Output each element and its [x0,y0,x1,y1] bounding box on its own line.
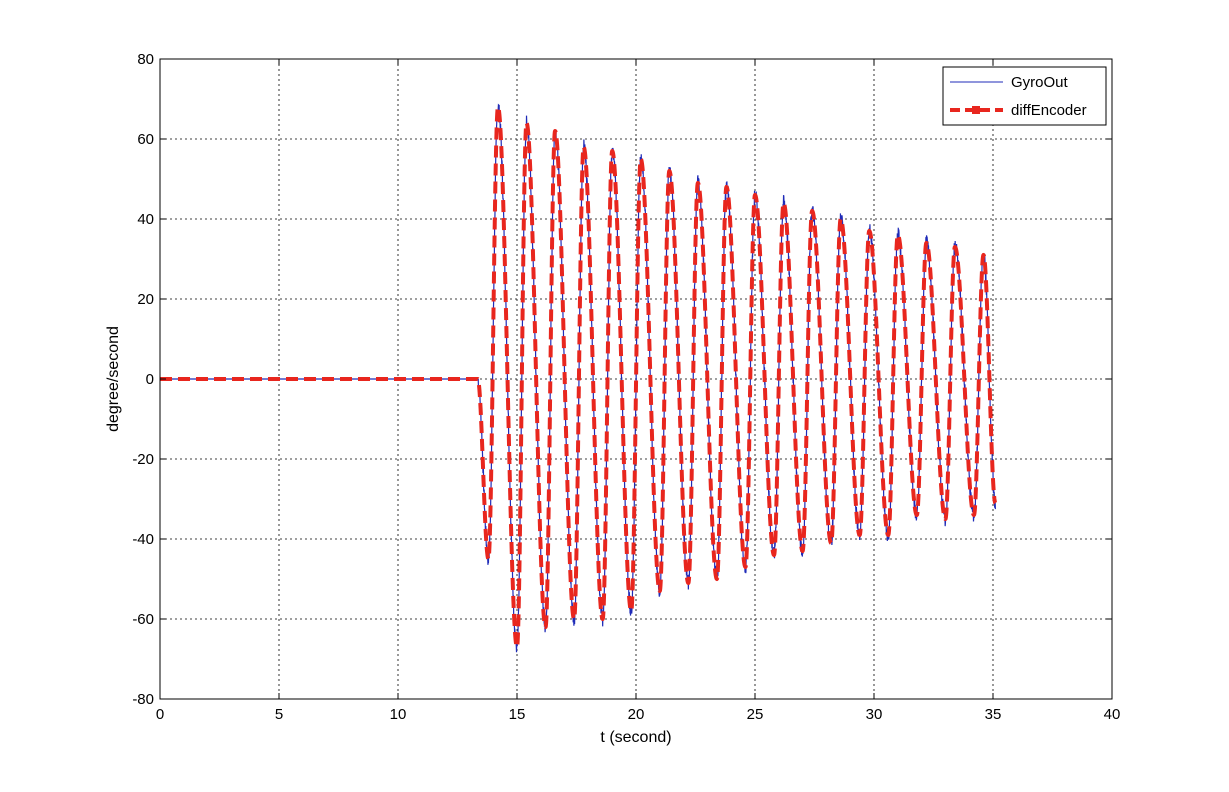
x-tick-label: 20 [628,706,645,723]
axes: 0 5 10 15 20 25 30 35 40 -80 -60 -40 -20 0 20 40 60 80 [132,51,1120,723]
x-tick-label: 10 [390,706,407,723]
y-tick-label: -80 [132,691,154,708]
x-tick-label: 35 [985,706,1002,723]
x-tick-label: 30 [866,706,883,723]
y-tick-label: -60 [132,611,154,628]
legend-box [942,66,1107,126]
y-tick-label: 80 [137,51,154,68]
y-tick-label: -40 [132,531,154,548]
y-tick-label: 40 [137,211,154,228]
series-layer [158,103,998,653]
x-tick-label: 0 [156,706,164,723]
y-tick-label: 20 [137,291,154,308]
x-tick-label: 40 [1104,706,1121,723]
x-tick-label: 15 [509,706,526,723]
y-axis-label: degree/second [105,326,122,432]
legend-label-diffencoder: diffEncoder [1011,102,1087,119]
legend-marker-diffencoder [972,106,980,114]
x-tick-label: 5 [275,706,283,723]
y-tick-label: -20 [132,451,154,468]
y-tick-label: 60 [137,131,154,148]
x-tick-label: 25 [747,706,764,723]
x-axis-label: t (second) [600,729,671,746]
y-tick-label: 0 [146,371,154,388]
legend: GyroOut diffEncoder [942,66,1107,126]
legend-label-gyroout: GyroOut [1011,74,1069,91]
